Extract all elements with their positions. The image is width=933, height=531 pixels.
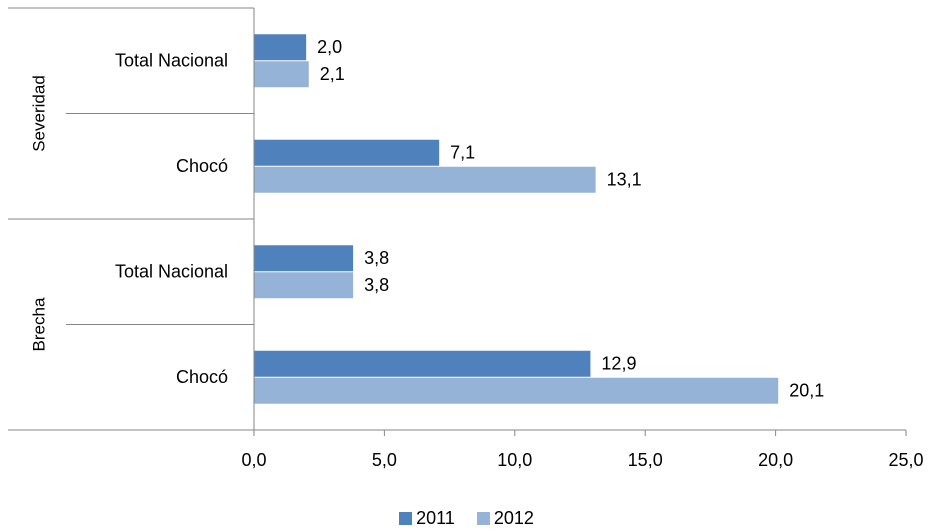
group-label: Brecha bbox=[29, 297, 48, 351]
data-label: 3,8 bbox=[364, 248, 389, 268]
bar bbox=[254, 350, 591, 377]
legend-item-2011: 2011 bbox=[399, 508, 455, 529]
x-tick-label: 25,0 bbox=[888, 450, 923, 470]
legend-label-2012: 2012 bbox=[493, 508, 534, 528]
x-tick-label: 20,0 bbox=[758, 450, 793, 470]
data-label: 13,1 bbox=[607, 170, 642, 190]
data-label: 3,8 bbox=[364, 275, 389, 295]
category-label: Chocó bbox=[176, 156, 228, 176]
data-label: 12,9 bbox=[601, 354, 636, 374]
bar bbox=[254, 61, 309, 88]
legend-label-2011: 2011 bbox=[416, 508, 455, 528]
group-label: Severidad bbox=[29, 75, 48, 152]
legend-swatch-2011 bbox=[399, 512, 413, 525]
category-label: Chocó bbox=[176, 367, 228, 387]
bar bbox=[254, 272, 354, 299]
legend-swatch-2012 bbox=[476, 512, 490, 525]
bar bbox=[254, 377, 779, 404]
x-tick-label: 0,0 bbox=[241, 450, 266, 470]
legend-item-2012: 2012 bbox=[476, 508, 534, 529]
data-label: 20,1 bbox=[789, 381, 824, 401]
category-label: Total Nacional bbox=[115, 51, 228, 71]
legend: 2011 2012 bbox=[0, 508, 933, 529]
bar bbox=[254, 34, 307, 61]
bar bbox=[254, 166, 596, 193]
bar bbox=[254, 139, 440, 166]
bar bbox=[254, 245, 354, 272]
data-label: 7,1 bbox=[450, 143, 475, 163]
data-label: 2,1 bbox=[320, 64, 345, 84]
x-tick-label: 10,0 bbox=[497, 450, 532, 470]
category-label: Total Nacional bbox=[115, 262, 228, 282]
x-tick-label: 5,0 bbox=[372, 450, 397, 470]
x-tick-label: 15,0 bbox=[628, 450, 663, 470]
data-label: 2,0 bbox=[317, 37, 342, 57]
